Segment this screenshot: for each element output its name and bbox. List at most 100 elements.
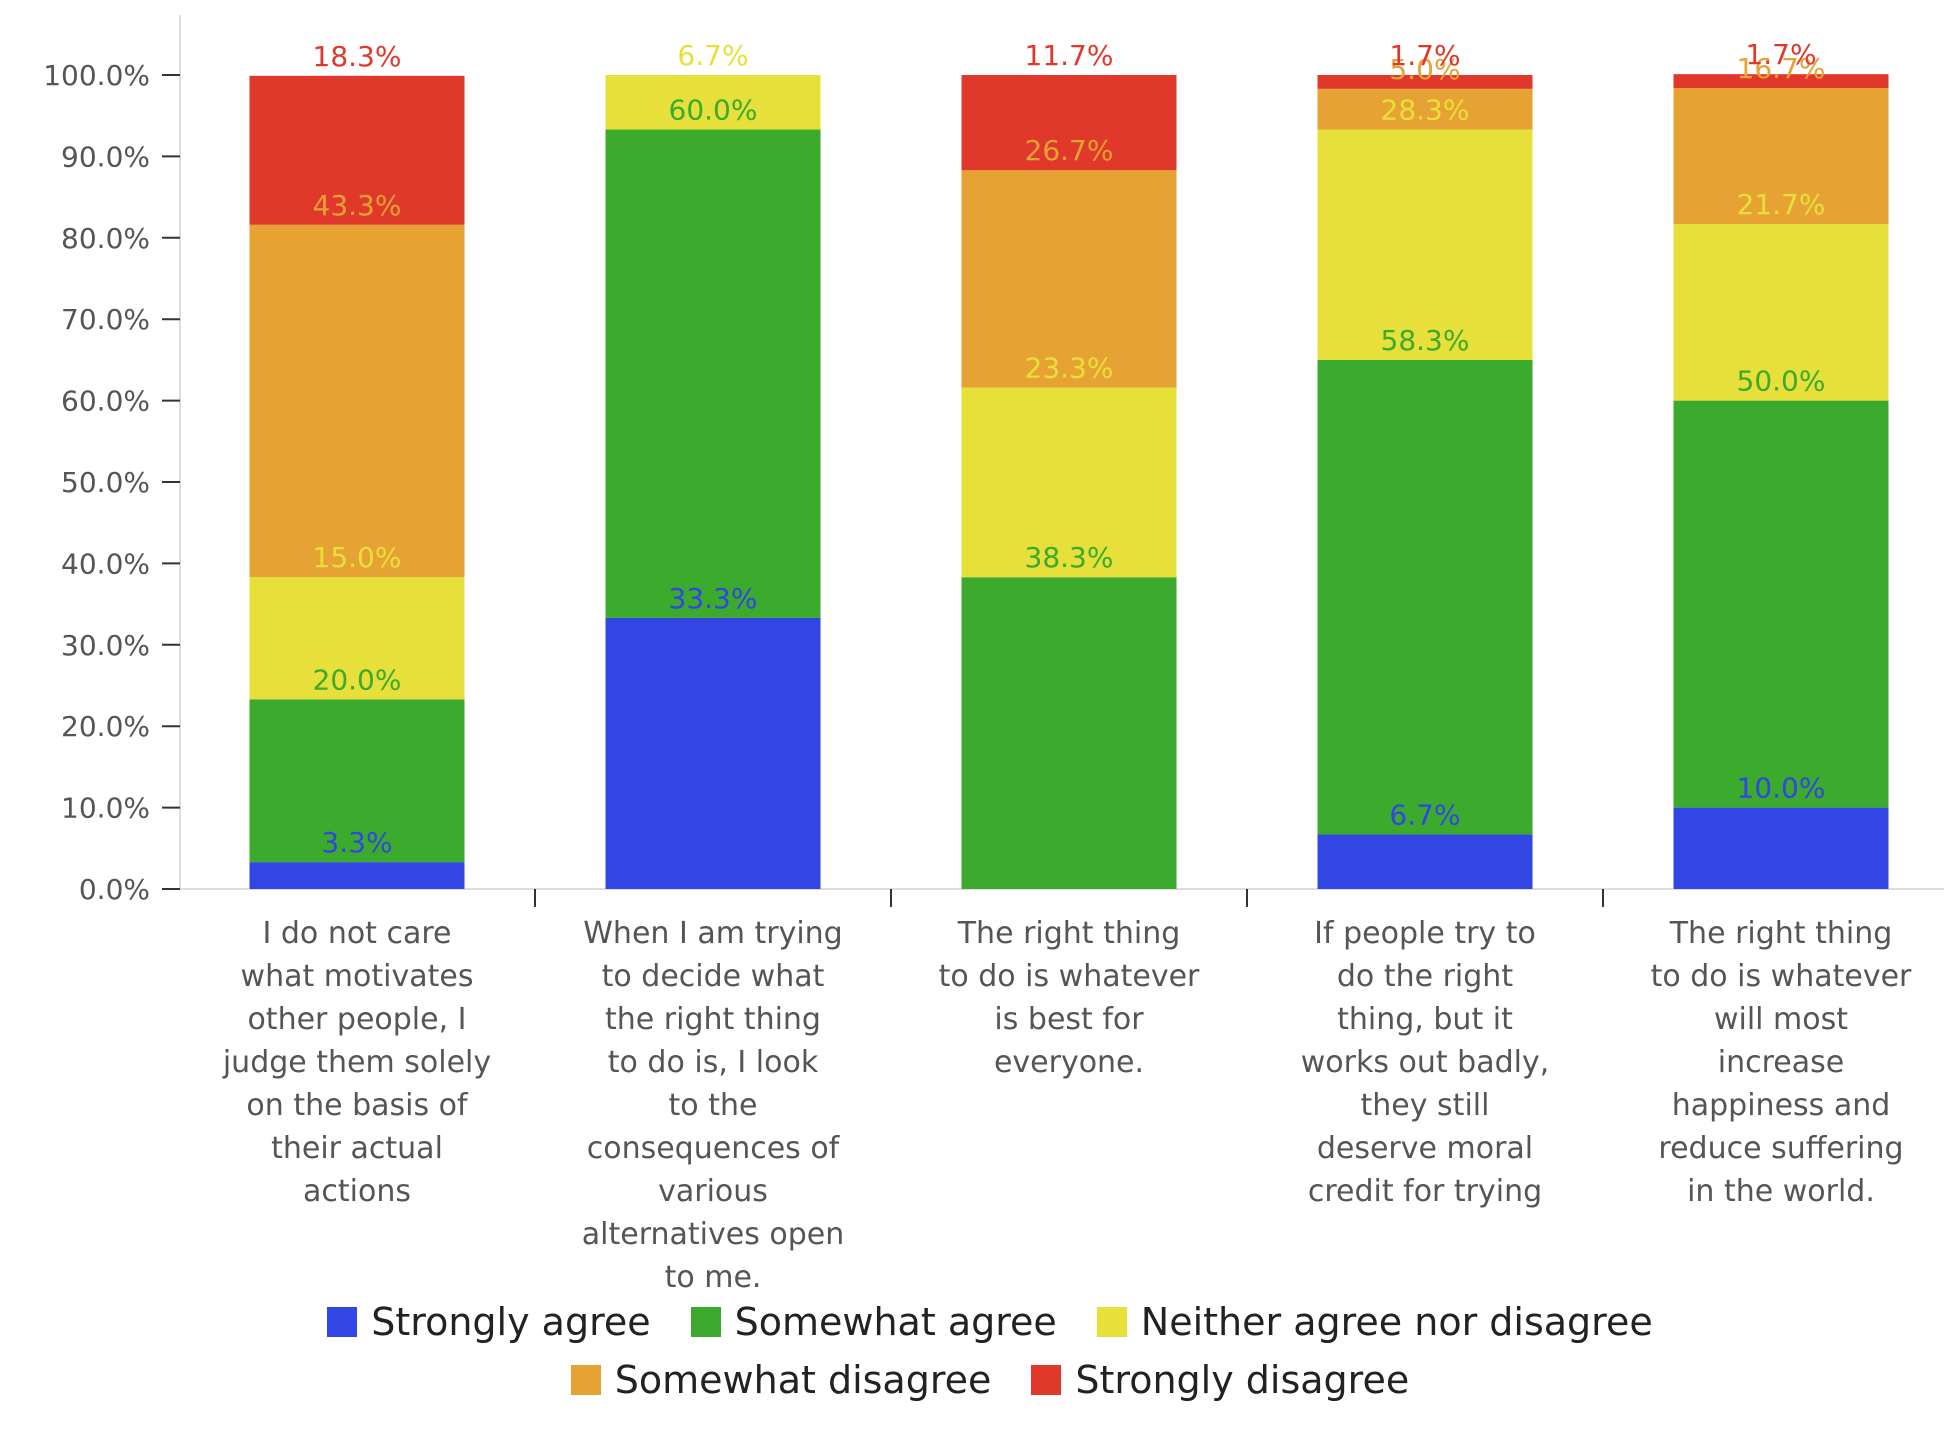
data-label: 58.3% <box>1381 324 1470 357</box>
y-tick-label: 60.0% <box>61 385 150 418</box>
bar-segment <box>1317 88 1533 130</box>
category-label: thing, but it <box>1337 1002 1513 1037</box>
bar-segment <box>1317 834 1533 889</box>
data-label: 38.3% <box>1025 541 1114 574</box>
y-tick-label: 20.0% <box>61 710 150 743</box>
category-label: do the right <box>1337 959 1513 994</box>
category-label: The right thing <box>957 916 1181 951</box>
bar-segment <box>961 387 1177 578</box>
category-label: the right thing <box>605 1002 821 1037</box>
y-tick-label: 70.0% <box>61 303 150 336</box>
category-label: I do not care <box>263 916 452 951</box>
category-label: works out badly, <box>1301 1045 1550 1080</box>
category-label: credit for trying <box>1308 1174 1542 1209</box>
legend-item: Somewhat disagree <box>570 1358 992 1402</box>
bar-segment <box>1673 74 1889 89</box>
chart-legend: Strongly agree Somewhat agree Neither agre… <box>140 1300 1840 1402</box>
legend-label: Strongly agree <box>371 1300 651 1344</box>
y-tick-label: 50.0% <box>61 466 150 499</box>
legend-item: Neither agree nor disagree <box>1096 1300 1653 1344</box>
category-label: to do is, I look <box>608 1045 819 1080</box>
bar-segment <box>961 577 1177 889</box>
category-label: When I am trying <box>583 916 842 951</box>
data-label: 5.0% <box>1389 53 1460 86</box>
y-tick-label: 90.0% <box>61 140 150 173</box>
data-label: 6.7% <box>677 39 748 72</box>
category-label: on the basis of <box>246 1088 469 1123</box>
data-label: 18.3% <box>313 40 402 73</box>
bar-segment <box>961 75 1177 171</box>
bar-segment <box>1317 75 1533 89</box>
category-label: consequences of <box>587 1131 841 1166</box>
legend-swatch <box>1096 1307 1127 1337</box>
legend-item: Somewhat agree <box>690 1300 1057 1344</box>
bar-segment <box>249 577 465 700</box>
category-label: to me. <box>665 1260 762 1290</box>
category-label: deserve moral <box>1317 1131 1533 1166</box>
category-label: everyone. <box>994 1045 1144 1080</box>
bar-segment <box>1673 807 1889 889</box>
category-label: The right thing <box>1669 916 1893 951</box>
data-label: 1.7% <box>1389 39 1460 72</box>
bar-segment <box>1317 359 1533 835</box>
bar-segment <box>249 862 465 889</box>
category-label: increase <box>1718 1045 1844 1080</box>
category-label: what motivates <box>241 959 474 994</box>
data-label: 43.3% <box>313 189 402 222</box>
data-label: 23.3% <box>1025 352 1114 385</box>
legend-label: Somewhat agree <box>734 1300 1057 1344</box>
data-label: 60.0% <box>669 94 758 127</box>
category-label: If people try to <box>1314 916 1536 951</box>
bar-segment <box>249 699 465 863</box>
category-label: will most <box>1714 1002 1848 1037</box>
data-label: 28.3% <box>1381 94 1470 127</box>
category-label: actions <box>303 1174 411 1209</box>
bar-segment <box>605 617 821 889</box>
legend-swatch <box>570 1365 601 1395</box>
data-label: 1.7% <box>1745 38 1816 71</box>
category-label: they still <box>1361 1088 1490 1123</box>
data-label: 20.0% <box>313 663 402 696</box>
y-tick-label: 100.0% <box>43 59 150 92</box>
chart-plot: 0.0% 10.0% 20.0% 30.0% 40.0% 50.0% 60.0% 70.0% 8… <box>43 15 1944 1290</box>
data-label: 16.7% <box>1737 52 1826 85</box>
data-label: 11.7% <box>1025 39 1114 72</box>
data-label: 10.0% <box>1737 772 1826 805</box>
bar-segment <box>605 129 821 618</box>
legend-label: Strongly disagree <box>1075 1358 1410 1402</box>
bar-segment <box>249 224 465 578</box>
category-label: alternatives open <box>582 1217 845 1252</box>
y-tick-label: 10.0% <box>61 792 150 825</box>
bar-segment <box>1317 129 1533 360</box>
data-label: 26.7% <box>1025 134 1114 167</box>
legend-item: Strongly disagree <box>1031 1358 1409 1402</box>
legend-swatch <box>327 1307 358 1337</box>
y-tick-label: 0.0% <box>79 873 150 906</box>
data-label: 6.7% <box>1389 798 1460 831</box>
bar-segment <box>1673 400 1889 808</box>
category-label: to do is whatever <box>939 959 1200 994</box>
legend-label: Neither agree nor disagree <box>1140 1300 1653 1344</box>
bar-segment <box>249 75 465 225</box>
bar-segment <box>1673 88 1889 224</box>
legend-label: Somewhat disagree <box>614 1358 992 1402</box>
data-label: 15.0% <box>313 541 402 574</box>
data-label: 50.0% <box>1737 365 1826 398</box>
y-tick-label: 40.0% <box>61 547 150 580</box>
bar-segment <box>605 75 821 130</box>
legend-swatch <box>1031 1365 1062 1395</box>
y-tick-label: 30.0% <box>61 629 150 662</box>
category-label: their actual <box>271 1131 443 1166</box>
category-label: reduce suffering <box>1658 1131 1903 1166</box>
bar-segment <box>961 170 1177 388</box>
data-label: 33.3% <box>669 582 758 615</box>
legend-item: Strongly agree <box>327 1300 651 1344</box>
category-label: judge them solely <box>222 1045 491 1080</box>
category-label: to decide what <box>602 959 825 994</box>
bar-segment <box>1673 223 1889 401</box>
category-label: other people, I <box>247 1002 466 1037</box>
category-label: to do is whatever <box>1651 959 1912 994</box>
legend-swatch <box>690 1307 721 1337</box>
category-label: happiness and <box>1672 1088 1891 1123</box>
